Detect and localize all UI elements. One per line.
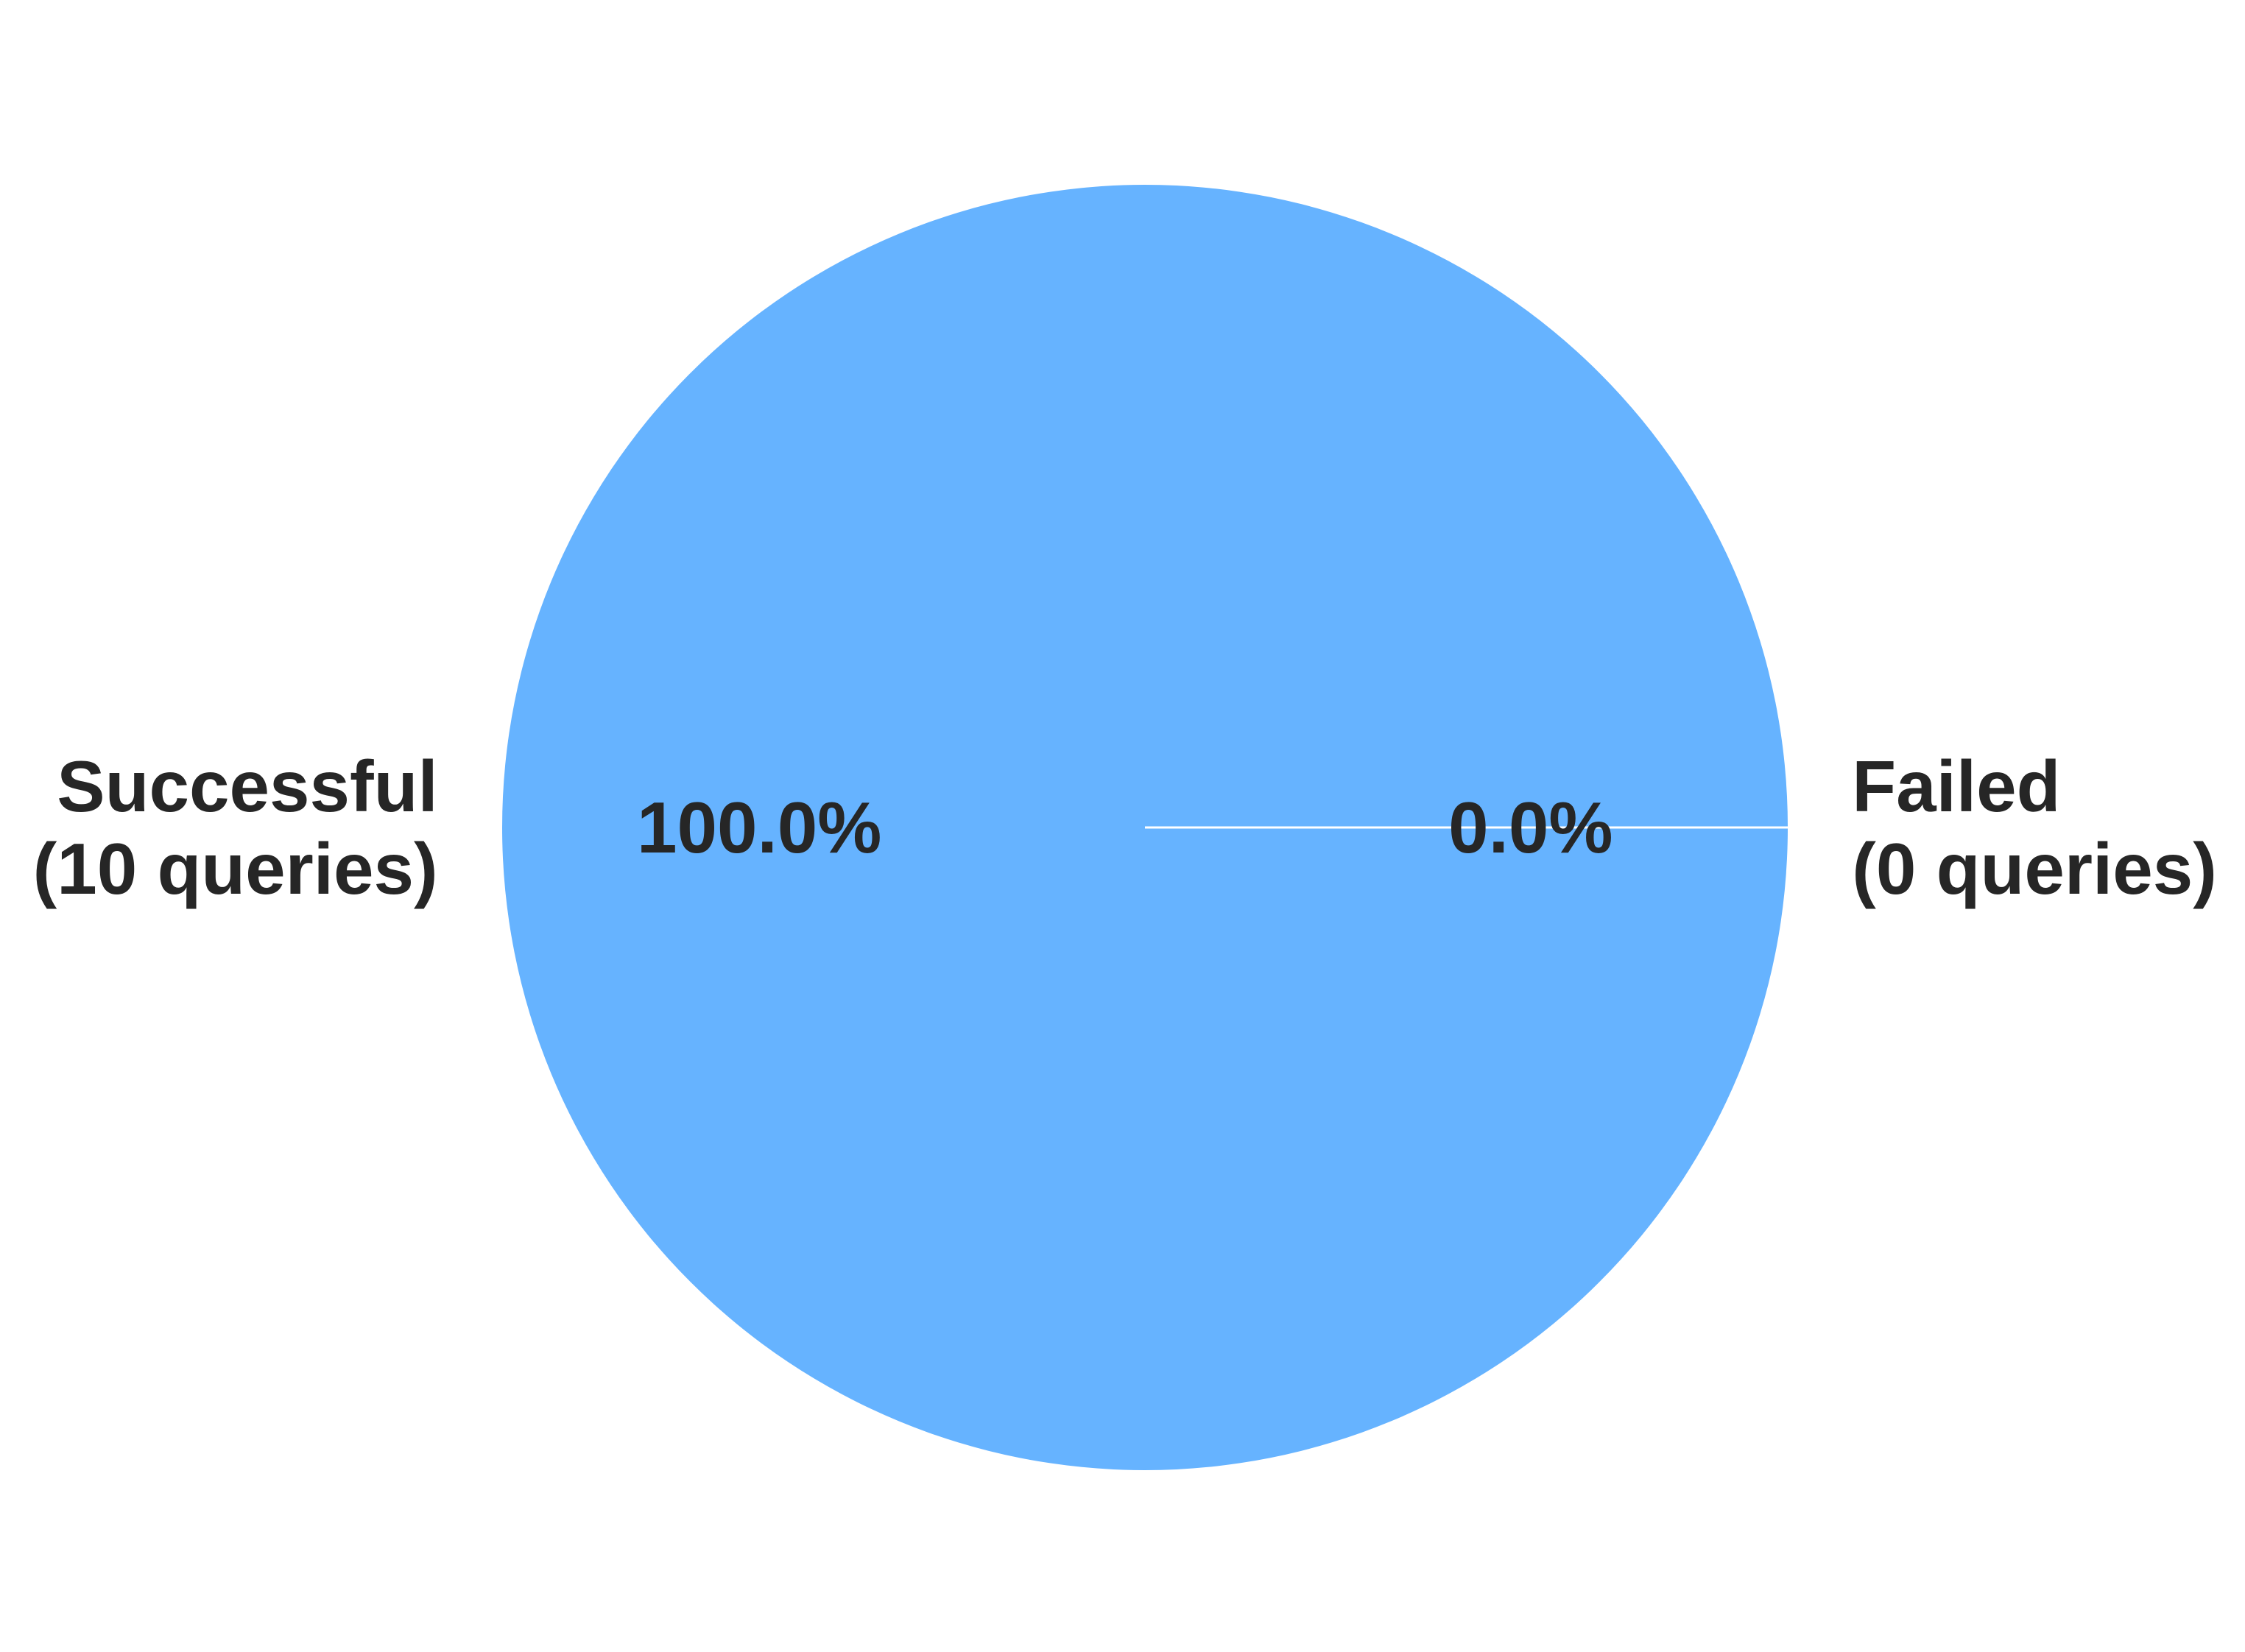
pie-category-labels: Successful(10 queries) Failed(0 queries) bbox=[33, 746, 2217, 909]
pie-category-label-failed-line-1: Failed bbox=[1852, 746, 2060, 827]
pie-category-label-successful-line-1: Successful bbox=[57, 746, 437, 827]
pie-percent-label-successful: 100.0% bbox=[637, 787, 881, 868]
pie-category-label-successful-line-2: (10 queries) bbox=[33, 828, 438, 909]
pie-percent-label-failed: 0.0% bbox=[1448, 787, 1613, 868]
pie-category-label-failed-line-2: (0 queries) bbox=[1852, 828, 2217, 909]
pie-category-label-successful: Successful(10 queries) bbox=[33, 746, 438, 909]
pie-category-label-failed: Failed(0 queries) bbox=[1852, 746, 2217, 909]
pie-percent-labels: 100.0% 0.0% bbox=[637, 787, 1613, 868]
